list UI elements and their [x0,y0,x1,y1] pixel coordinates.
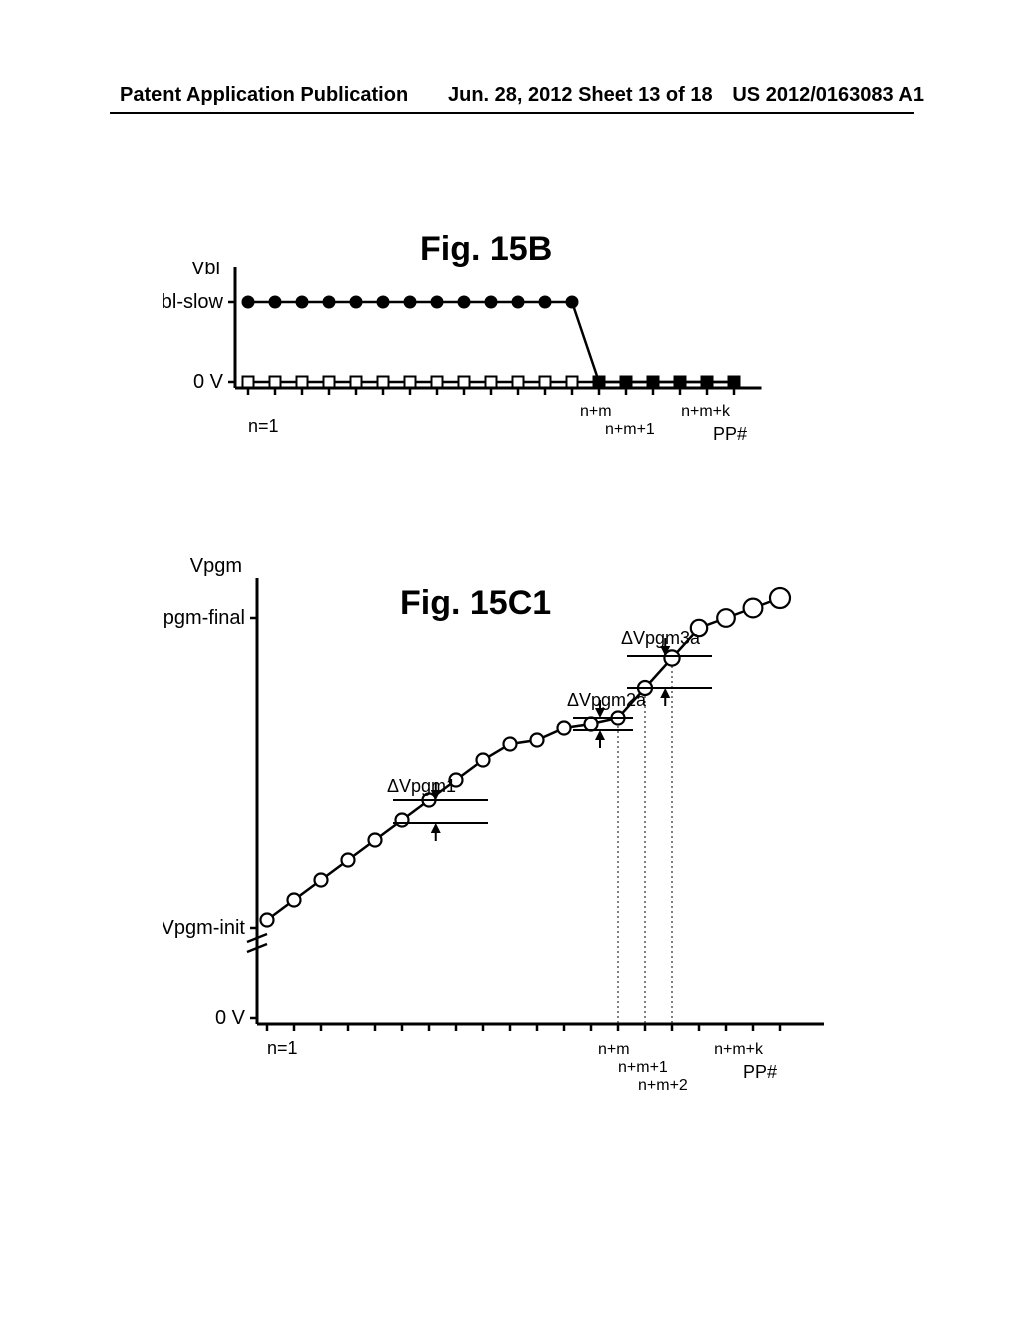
svg-text:0 V: 0 V [215,1007,246,1029]
svg-text:PP#: PP# [743,1062,777,1082]
header-right: US 2012/0163083 A1 [732,84,924,107]
svg-text:ΔVpgm2a: ΔVpgm2a [567,690,647,710]
svg-text:Vpgm-final: Vpgm-final [163,607,245,629]
header-rule [110,112,914,114]
svg-text:ΔVpgm3a: ΔVpgm3a [621,628,701,648]
figure-15c1-chart: VpgmVpgm-finalVpgm-init0 Vn=1n+mn+m+1n+m… [163,548,863,1108]
svg-text:Vpgm: Vpgm [190,555,242,577]
svg-text:Vbl: Vbl [191,262,220,279]
svg-text:n+m+1: n+m+1 [605,421,655,438]
svg-text:n+m+k: n+m+k [714,1041,764,1058]
svg-text:n=1: n=1 [267,1038,298,1058]
header-center: Jun. 28, 2012 Sheet 13 of 18 [448,84,713,107]
svg-text:Vbl-slow: Vbl-slow [163,291,224,313]
svg-text:ΔVpgm1: ΔVpgm1 [387,776,456,796]
svg-text:PP#: PP# [713,424,747,444]
svg-text:0 V: 0 V [193,371,224,393]
svg-text:n+m: n+m [580,403,612,420]
svg-text:n+m: n+m [598,1041,630,1058]
header-left: Patent Application Publication [120,84,408,107]
svg-text:n+m+1: n+m+1 [618,1059,668,1076]
svg-text:n+m+2: n+m+2 [638,1077,688,1094]
figure-15b-chart: Vbl Vbl-slow 0 V n=1 n+mn+m+1 n+m+k PP# [163,262,803,492]
svg-text:n+m+k: n+m+k [681,403,731,420]
svg-text:Vpgm-init: Vpgm-init [163,917,245,939]
svg-text:n=1: n=1 [248,416,279,436]
